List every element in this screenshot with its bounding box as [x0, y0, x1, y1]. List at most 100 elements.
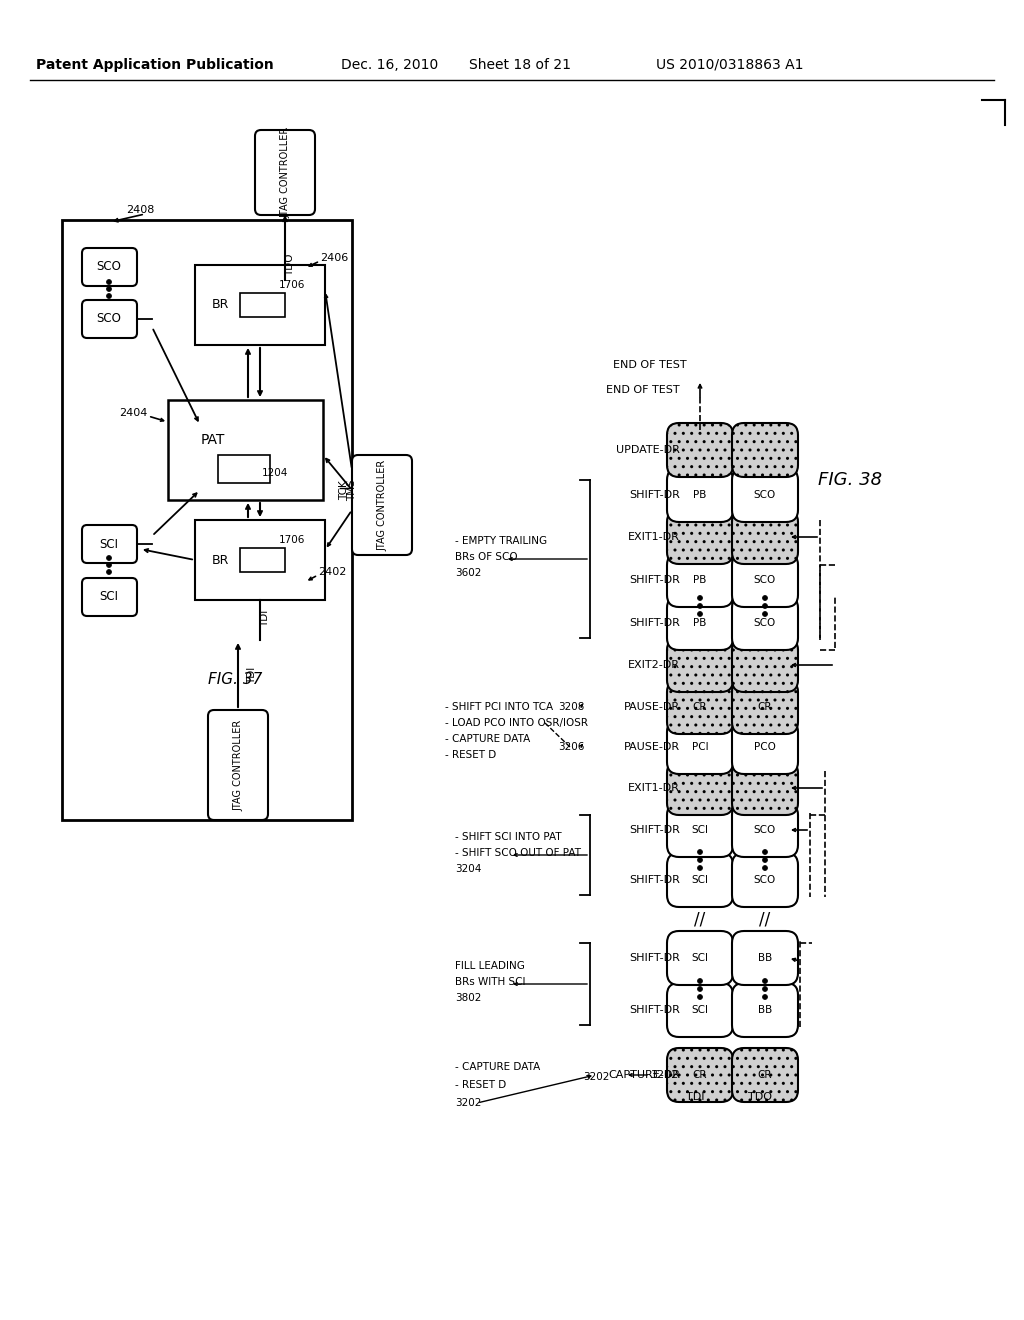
Text: Sheet 18 of 21: Sheet 18 of 21 [469, 58, 571, 73]
Text: END OF TEST: END OF TEST [606, 385, 680, 395]
Text: 2402: 2402 [318, 568, 346, 577]
Text: SHIFT-DR: SHIFT-DR [629, 576, 680, 585]
Circle shape [763, 850, 768, 854]
Text: BR: BR [211, 553, 228, 566]
Text: SCI: SCI [99, 537, 119, 550]
Text: SCO: SCO [754, 825, 776, 836]
Text: FIG. 38: FIG. 38 [818, 471, 882, 488]
Bar [195, 520, 325, 601]
Bar [168, 400, 323, 500]
Circle shape [763, 978, 768, 983]
Bar [240, 293, 285, 317]
Circle shape [697, 611, 702, 616]
FancyBboxPatch shape [667, 597, 733, 649]
Text: TDO: TDO [748, 1092, 772, 1102]
Text: 3208: 3208 [559, 702, 585, 711]
Text: - CAPTURE DATA: - CAPTURE DATA [445, 734, 530, 744]
Text: CR: CR [758, 1071, 772, 1080]
Text: 3802: 3802 [455, 993, 481, 1003]
Bar [218, 455, 270, 483]
Circle shape [106, 280, 112, 285]
FancyBboxPatch shape [82, 578, 137, 616]
Circle shape [697, 866, 702, 870]
Text: 1706: 1706 [279, 280, 305, 290]
FancyBboxPatch shape [255, 129, 315, 215]
Text: BB: BB [758, 953, 772, 964]
Text: JTAG CONTROLLER: JTAG CONTROLLER [233, 719, 243, 810]
Circle shape [763, 866, 768, 870]
Text: 1204: 1204 [261, 469, 288, 478]
Circle shape [106, 286, 112, 292]
Circle shape [697, 978, 702, 983]
Text: PB: PB [693, 490, 707, 500]
Text: JTAG CONTROLLER: JTAG CONTROLLER [377, 459, 387, 550]
Text: SHIFT-DR: SHIFT-DR [629, 875, 680, 884]
FancyBboxPatch shape [732, 597, 798, 649]
Text: SCO: SCO [754, 618, 776, 628]
Text: //: // [694, 911, 706, 929]
FancyBboxPatch shape [732, 422, 798, 477]
Circle shape [697, 850, 702, 854]
FancyBboxPatch shape [732, 1048, 798, 1102]
Text: PB: PB [693, 576, 707, 585]
Circle shape [697, 858, 702, 862]
Text: 2408: 2408 [126, 205, 155, 215]
Text: TCK: TCK [339, 480, 349, 500]
FancyBboxPatch shape [82, 248, 137, 286]
Circle shape [697, 994, 702, 999]
Text: EXIT1-DR: EXIT1-DR [628, 532, 680, 543]
FancyBboxPatch shape [732, 762, 798, 814]
Text: 3202: 3202 [650, 1071, 678, 1080]
Circle shape [763, 611, 768, 616]
Text: PCO: PCO [754, 742, 776, 752]
FancyBboxPatch shape [82, 300, 137, 338]
Text: SCI: SCI [691, 825, 709, 836]
Text: TDI: TDI [686, 1092, 705, 1102]
FancyBboxPatch shape [352, 455, 412, 554]
FancyBboxPatch shape [208, 710, 268, 820]
Bar [240, 548, 285, 572]
Text: EXIT2-DR: EXIT2-DR [628, 660, 680, 671]
Text: FIG. 37: FIG. 37 [208, 672, 262, 688]
Text: CR: CR [693, 702, 708, 711]
Text: - SHIFT SCI INTO PAT: - SHIFT SCI INTO PAT [455, 832, 561, 842]
Text: 1706: 1706 [279, 535, 305, 545]
FancyBboxPatch shape [667, 931, 733, 985]
Circle shape [763, 986, 768, 991]
Circle shape [106, 569, 112, 574]
Text: SCO: SCO [754, 576, 776, 585]
Text: - RESET D: - RESET D [455, 1080, 506, 1090]
Text: CR: CR [758, 702, 772, 711]
FancyBboxPatch shape [667, 719, 733, 774]
FancyBboxPatch shape [667, 1048, 733, 1102]
Text: - EMPTY TRAILING: - EMPTY TRAILING [455, 536, 547, 546]
Text: - SHIFT PCI INTO TCA: - SHIFT PCI INTO TCA [445, 702, 553, 711]
Text: SCI: SCI [99, 590, 119, 603]
FancyBboxPatch shape [667, 983, 733, 1038]
Text: 2406: 2406 [319, 253, 348, 263]
Text: SHIFT-DR: SHIFT-DR [629, 1005, 680, 1015]
Text: END OF TEST: END OF TEST [613, 360, 687, 370]
FancyBboxPatch shape [732, 719, 798, 774]
Text: 3204: 3204 [455, 865, 481, 874]
Circle shape [763, 595, 768, 601]
FancyBboxPatch shape [667, 553, 733, 607]
FancyBboxPatch shape [732, 553, 798, 607]
Circle shape [763, 603, 768, 609]
Text: SCI: SCI [691, 1005, 709, 1015]
Text: UPDATE-DR: UPDATE-DR [616, 445, 680, 455]
FancyBboxPatch shape [667, 762, 733, 814]
Text: SHIFT-DR: SHIFT-DR [629, 490, 680, 500]
Text: SCO: SCO [96, 313, 122, 326]
Text: SCI: SCI [691, 953, 709, 964]
Text: TDI: TDI [247, 667, 257, 684]
Text: Patent Application Publication: Patent Application Publication [36, 58, 273, 73]
FancyBboxPatch shape [82, 525, 137, 564]
Text: 3202: 3202 [455, 1098, 481, 1107]
Text: CAPTURE-DR: CAPTURE-DR [608, 1071, 680, 1080]
Text: SHIFT-DR: SHIFT-DR [629, 825, 680, 836]
FancyBboxPatch shape [732, 638, 798, 692]
Circle shape [697, 603, 702, 609]
Circle shape [697, 986, 702, 991]
FancyBboxPatch shape [732, 983, 798, 1038]
